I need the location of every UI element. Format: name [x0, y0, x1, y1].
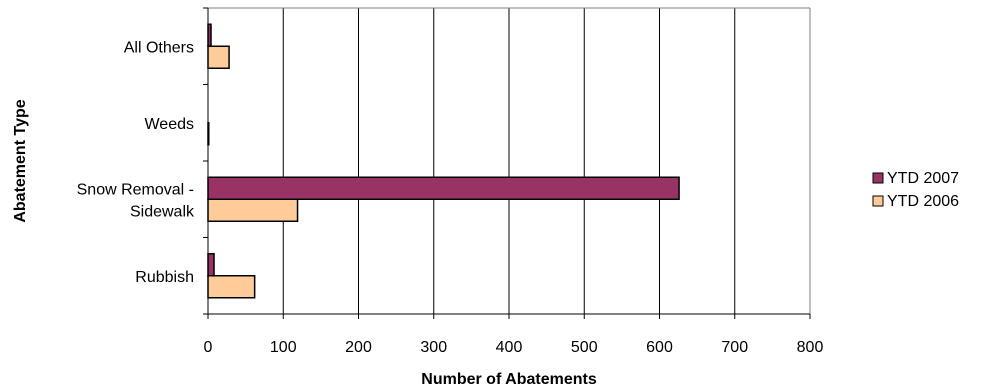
legend-swatch-ytd-2006 [872, 195, 884, 207]
x-tick-label: 600 [646, 339, 673, 356]
bars [207, 23, 680, 299]
x-tick-label: 400 [496, 339, 523, 356]
x-tick-label: 500 [571, 339, 598, 356]
bar-ytd-2006 [207, 45, 230, 69]
legend-label-ytd-2006: YTD 2006 [887, 193, 959, 210]
x-tick-label: 800 [797, 339, 824, 356]
category-label: Snow Removal - [77, 181, 194, 198]
x-tick-label: 700 [721, 339, 748, 356]
bar-ytd-2007 [207, 176, 680, 200]
x-tick-labels: 0 100 200 300 400 500 600 700 800 [204, 339, 824, 356]
x-tick-label: 200 [345, 339, 372, 356]
bar-ytd-2006 [207, 198, 299, 222]
legend-swatch-ytd-2007 [872, 172, 884, 184]
category-label: Rubbish [135, 269, 194, 286]
legend-label-ytd-2007: YTD 2007 [887, 170, 959, 187]
category-label: Weeds [144, 116, 194, 133]
bar-ytd-2006 [207, 275, 256, 299]
x-axis-title: Number of Abatements [421, 371, 597, 388]
category-label: Sidewalk [130, 203, 195, 220]
x-tick-label: 300 [420, 339, 447, 356]
legend: YTD 2007 YTD 2006 [872, 170, 959, 210]
x-tick-label: 100 [270, 339, 297, 356]
bar-ytd-2007 [207, 253, 215, 277]
x-tick-label: 0 [204, 339, 213, 356]
category-label: All Others [124, 39, 194, 56]
gridlines [282, 8, 811, 314]
category-labels: All Others Weeds Snow Removal - Sidewalk Rub… [77, 39, 195, 286]
axes [203, 7, 811, 319]
y-axis-title: Abatement Type [12, 99, 29, 222]
